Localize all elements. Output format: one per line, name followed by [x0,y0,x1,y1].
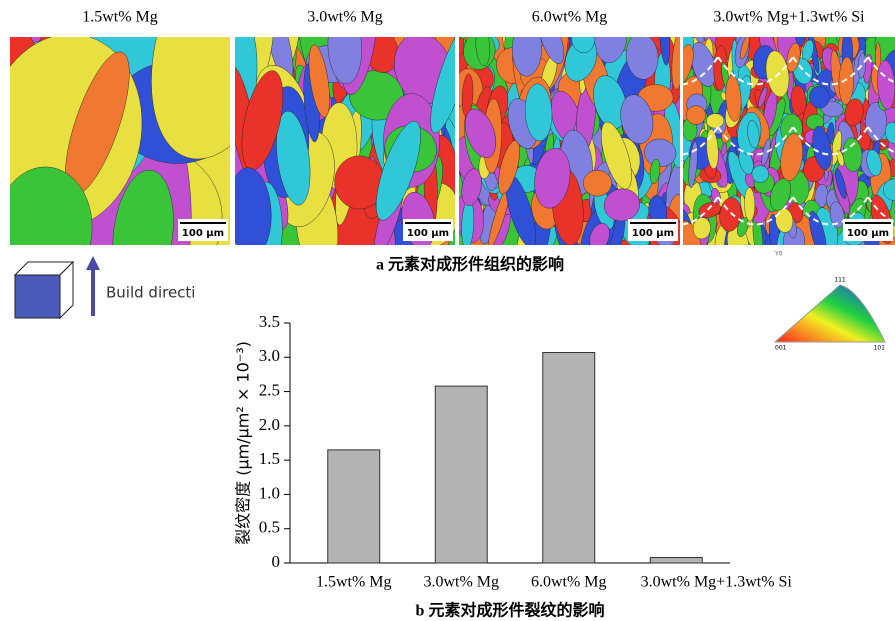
ebsd-panels: 100 μm 100 μm 100 μm 100 μm [0,0,895,388]
ipf-101: 101 [874,345,886,352]
scale-label: 100 μm [407,228,449,239]
ipf-triangle [775,285,885,342]
panel-title: 3.0wt% Mg [307,9,383,26]
build-direction: Build directi [106,284,195,302]
caption-a: a 元素对成形件组织的影响 [376,255,564,274]
y-tick-label: 3.5 [259,312,280,331]
y-tick-label: 2.5 [259,380,280,399]
y-tick-label: 2.0 [259,415,280,434]
panel-title: 6.0wt% Mg [532,9,608,26]
y-tick-label: 0.5 [259,518,280,537]
ipf-111: 111 [834,277,846,284]
y-axis-label: 裂纹密度 (μm/μm² × 10⁻³) [234,341,253,545]
build-cube [15,256,100,318]
scale-label: 100 μm [632,228,674,239]
y-tick-label: 3.0 [259,346,280,365]
ipf-label: Y0 [774,251,783,258]
bar [650,558,702,563]
grain [583,170,611,196]
panel-title: 1.5wt% Mg [82,9,158,26]
arrow-head [86,256,100,270]
ipf-001: 001 [775,345,787,352]
ebsd-map: 100 μm [441,7,700,277]
x-tick-label: 1.5wt% Mg [316,574,392,591]
figure: 100 μm 100 μm 100 μm 100 μm a 元素对成形件组织的影响 B… [0,0,895,621]
x-tick-label: 3.0wt% Mg+1.3wt% Si [641,574,793,591]
caption-b: b 元素对成形件裂纹的影响 [416,601,605,620]
y-tick-label: 1.5 [259,449,280,468]
x-tick-label: 6.0wt% Mg [531,574,607,591]
y-tick-label: 1.0 [259,483,280,502]
ebsd-map: 100 μm [643,17,895,270]
scale-label: 100 μm [847,228,889,239]
ipf-key: 111 001 101 Y0 [774,251,885,352]
bar [543,352,595,563]
panel-title: 3.0wt% Mg+1.3wt% Si [713,9,865,26]
x-tick-label: 3.0wt% Mg [423,574,499,591]
y-tick-label: 0 [272,552,281,571]
ebsd-map: 100 μm [202,0,480,299]
bar [328,450,380,563]
cube-front [15,275,60,318]
scale-label: 100 μm [182,228,224,239]
bar [435,386,487,563]
